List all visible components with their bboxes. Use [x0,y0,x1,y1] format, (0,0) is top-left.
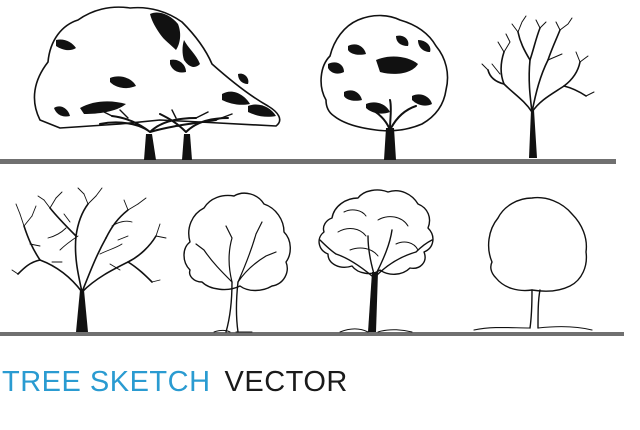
acacia-tree-icon [33,6,281,160]
ground-line-top [0,159,616,164]
outline-layered-tree-icon [318,189,434,333]
caption-title: TREE SKETCH VECTOR [2,366,348,399]
caption-title-dark: VECTOR [224,366,348,398]
bare-spreading-tree-icon [11,187,167,332]
outline-round-tree-icon [473,196,593,331]
caption-title-accent: TREE SKETCH [2,366,211,398]
ground-line-bottom [0,332,624,336]
outline-broad-tree-icon [183,192,291,333]
bare-branch-tree-icon [481,15,595,158]
round-oak-tree-icon [320,14,449,160]
